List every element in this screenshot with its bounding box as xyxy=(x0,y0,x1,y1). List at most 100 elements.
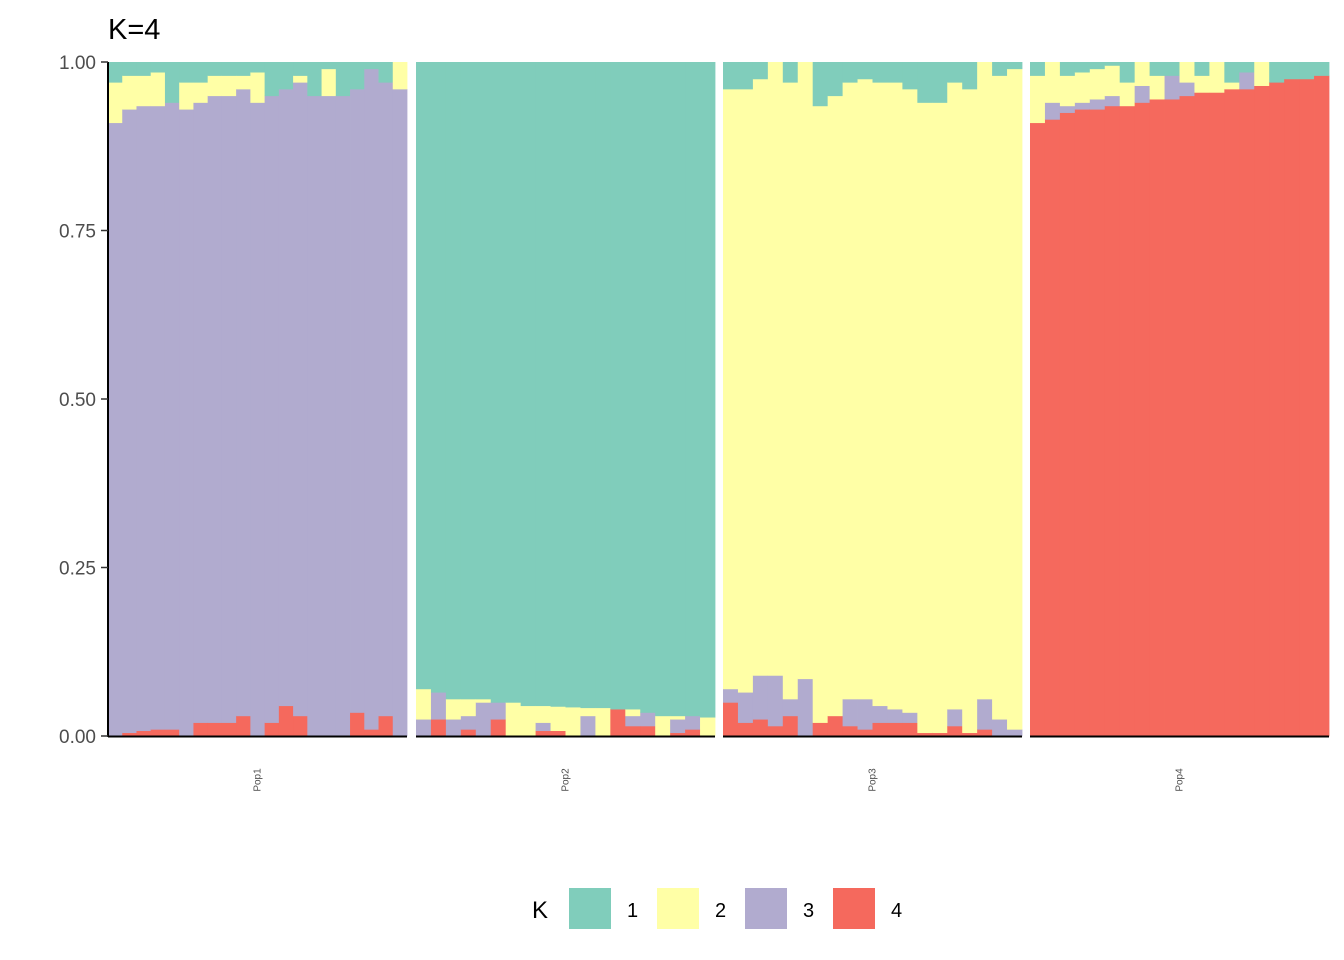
bar-segment-pop4-ind15-k1 xyxy=(1239,62,1255,73)
bar-segment-pop1-ind13-k3 xyxy=(278,88,294,707)
bar-segment-pop1-ind12-k1 xyxy=(264,62,280,97)
bar-segment-pop2-ind17-k2 xyxy=(655,715,671,737)
bar-segment-pop3-ind12-k1 xyxy=(887,62,903,83)
bar-segment-pop1-ind13-k4 xyxy=(278,705,294,737)
bar-segment-pop3-ind8-k4 xyxy=(827,715,843,737)
legend-label-3: 3 xyxy=(803,900,814,922)
bar-segment-pop1-ind11-k2 xyxy=(250,72,266,103)
bar-segment-pop2-ind20-k1 xyxy=(700,62,716,718)
legend-title: K xyxy=(532,897,548,924)
bar-segment-pop1-ind12-k4 xyxy=(264,722,280,737)
bar-segment-pop3-ind1-k2 xyxy=(723,88,739,690)
bar-segment-pop2-ind9-k2 xyxy=(535,705,551,723)
bar-segment-pop4-ind1-k1 xyxy=(1030,62,1046,76)
bar-segment-pop2-ind12-k2 xyxy=(580,707,596,717)
bar-segment-pop4-ind15-k4 xyxy=(1239,88,1255,737)
bar-segment-pop1-ind18-k3 xyxy=(350,88,365,713)
bar-segment-pop2-ind13-k2 xyxy=(595,707,611,737)
bar-segment-pop1-ind10-k3 xyxy=(236,88,251,717)
bar-segment-pop2-ind6-k1 xyxy=(490,62,507,703)
bar-segment-pop3-ind12-k2 xyxy=(887,82,903,710)
legend-label-1: 1 xyxy=(627,900,638,922)
bar-segment-pop1-ind3-k4 xyxy=(136,730,152,737)
bar-segment-pop3-ind4-k3 xyxy=(767,675,784,727)
panel-pop1: Pop1 xyxy=(108,62,408,792)
bar-segment-pop2-ind12-k3 xyxy=(580,715,596,737)
bar-segment-pop2-ind2-k4 xyxy=(430,719,447,737)
bar-segment-pop1-ind19-k4 xyxy=(364,729,379,737)
bar-segment-pop1-ind19-k1 xyxy=(364,62,379,70)
bar-segment-pop3-ind10-k2 xyxy=(857,78,873,700)
bar-segment-pop3-ind20-k2 xyxy=(1007,68,1023,730)
bar-segment-pop1-ind20-k1 xyxy=(378,62,394,83)
bar-segment-pop4-ind9-k2 xyxy=(1149,75,1165,100)
bar-segment-pop4-ind18-k1 xyxy=(1284,62,1300,80)
bar-segment-pop2-ind7-k1 xyxy=(505,62,522,703)
bar-segment-pop2-ind1-k2 xyxy=(416,688,432,720)
bar-segment-pop3-ind16-k1 xyxy=(947,62,963,83)
bar-segment-pop2-ind4-k2 xyxy=(460,698,477,717)
bar-segment-pop1-ind9-k4 xyxy=(221,722,237,737)
bar-segment-pop1-ind1-k2 xyxy=(108,82,123,124)
bar-segment-pop2-ind3-k2 xyxy=(445,698,462,720)
bar-segment-pop4-ind11-k4 xyxy=(1179,95,1195,737)
bar-segment-pop4-ind5-k1 xyxy=(1089,62,1106,70)
bar-segment-pop4-ind12-k2 xyxy=(1194,75,1210,93)
bar-segment-pop4-ind3-k3 xyxy=(1059,105,1076,113)
bar-segment-pop2-ind6-k4 xyxy=(490,719,507,737)
bar-segment-pop3-ind18-k3 xyxy=(977,698,993,730)
bar-segment-pop1-ind10-k1 xyxy=(236,62,251,76)
bar-segment-pop1-ind6-k2 xyxy=(179,82,194,110)
bar-segment-pop4-ind9-k1 xyxy=(1149,62,1165,76)
bar-segment-pop2-ind6-k3 xyxy=(490,702,507,720)
bar-segment-pop1-ind3-k2 xyxy=(136,75,152,107)
y-tick-label: 0.00 xyxy=(59,727,96,748)
bar-segment-pop1-ind20-k4 xyxy=(378,715,394,737)
bar-segment-pop3-ind10-k4 xyxy=(857,729,873,737)
bar-segment-pop2-ind15-k1 xyxy=(625,62,641,710)
bar-segment-pop3-ind9-k3 xyxy=(842,698,858,727)
bar-segment-pop3-ind8-k1 xyxy=(827,62,843,97)
bar-segment-pop1-ind4-k1 xyxy=(150,62,166,73)
bar-segment-pop3-ind2-k3 xyxy=(737,692,754,723)
bar-segment-pop1-ind17-k1 xyxy=(335,62,351,97)
bar-segment-pop1-ind5-k3 xyxy=(164,102,180,730)
bar-segment-pop1-ind16-k2 xyxy=(321,68,337,97)
bar-segment-pop2-ind7-k2 xyxy=(505,702,522,737)
legend-key-1 xyxy=(569,888,611,929)
bar-segment-pop3-ind5-k1 xyxy=(782,62,799,83)
bar-segment-pop3-ind13-k2 xyxy=(902,88,918,713)
bar-segment-pop3-ind16-k2 xyxy=(947,82,963,710)
bar-segment-pop3-ind12-k3 xyxy=(887,709,903,723)
bar-segment-pop3-ind2-k4 xyxy=(737,722,754,737)
panel-label: Pop4 xyxy=(1175,768,1186,792)
bar-segment-pop2-ind18-k1 xyxy=(670,62,686,717)
bar-segment-pop4-ind3-k1 xyxy=(1059,62,1076,76)
bar-segment-pop2-ind1-k3 xyxy=(416,719,432,737)
bar-segment-pop1-ind5-k4 xyxy=(164,729,180,737)
bar-segment-pop4-ind13-k2 xyxy=(1209,62,1225,93)
bar-segment-pop1-ind8-k2 xyxy=(207,75,223,97)
bar-segment-pop3-ind3-k2 xyxy=(752,78,769,676)
bar-segment-pop4-ind20-k4 xyxy=(1314,75,1330,737)
bar-segment-pop3-ind1-k3 xyxy=(723,688,739,703)
bar-segment-pop4-ind8-k3 xyxy=(1134,85,1150,103)
y-tick-label: 0.25 xyxy=(59,559,96,580)
bar-segment-pop3-ind11-k1 xyxy=(872,62,888,83)
bar-segment-pop1-ind7-k4 xyxy=(193,722,209,737)
bar-segment-pop2-ind4-k3 xyxy=(460,715,477,730)
panel-pop3: Pop3 xyxy=(723,62,1023,792)
y-tick-label: 0.75 xyxy=(59,222,96,243)
bar-segment-pop3-ind2-k2 xyxy=(737,88,754,693)
bar-segment-pop4-ind12-k4 xyxy=(1194,92,1210,737)
bar-segment-pop2-ind14-k4 xyxy=(610,709,626,737)
bar-segment-pop1-ind11-k1 xyxy=(250,62,266,73)
bar-segment-pop3-ind7-k2 xyxy=(812,105,829,723)
bar-segment-pop2-ind5-k2 xyxy=(475,698,492,703)
bar-segment-pop4-ind17-k4 xyxy=(1269,82,1285,737)
bar-segment-pop4-ind1-k4 xyxy=(1030,122,1046,737)
bar-segment-pop1-ind16-k1 xyxy=(321,62,337,70)
bar-segment-pop1-ind15-k1 xyxy=(307,62,322,97)
bar-segment-pop4-ind8-k2 xyxy=(1134,62,1150,86)
bar-segment-pop1-ind18-k1 xyxy=(350,62,365,90)
